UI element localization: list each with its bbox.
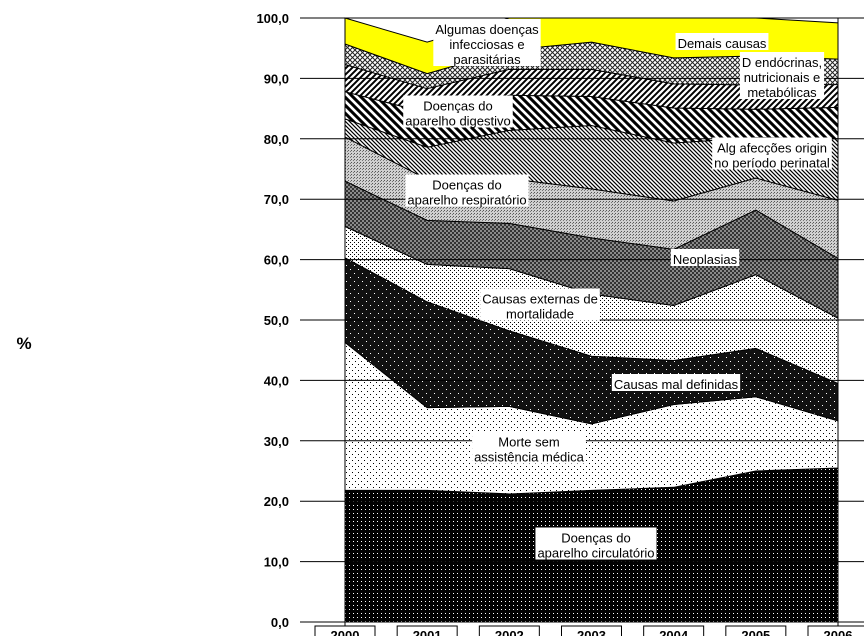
area-label-line: infecciosas e <box>449 37 524 52</box>
y-tick-label: 100,0 <box>256 11 289 26</box>
y-tick-label: 40,0 <box>264 373 289 388</box>
area-label-2: Causas mal definidas <box>611 374 741 392</box>
area-label-line: aparelho circulatório <box>537 546 654 561</box>
y-tick-label: 70,0 <box>264 192 289 207</box>
area-label-10: Demais causas <box>675 33 769 51</box>
area-label-line: Doenças do <box>423 99 492 114</box>
x-tick-label: 2004 <box>659 628 689 636</box>
x-tick-box <box>725 625 787 636</box>
area-label-line: Neoplasias <box>673 252 738 267</box>
x-tick-label: 2003 <box>577 628 606 636</box>
area-label-line: Demais causas <box>678 36 767 51</box>
area-label-background <box>403 95 513 128</box>
area-label-line: Alg afecções origin <box>717 141 827 156</box>
x-tick-label: 2000 <box>331 628 360 636</box>
x-tick-label: 2002 <box>495 628 524 636</box>
y-tick-label: 30,0 <box>264 434 289 449</box>
area-label-background <box>535 527 657 560</box>
y-tick-label: 20,0 <box>264 494 289 509</box>
x-tick-label: 2006 <box>824 628 853 636</box>
area-label-background <box>472 431 586 464</box>
x-tick-label: 2001 <box>413 628 442 636</box>
area-label-line: Doenças do <box>561 531 630 546</box>
area-label-line: nutricionais e <box>744 70 821 85</box>
area-label-line: metabólicas <box>747 85 817 100</box>
area-label-line: D endócrinas, <box>742 55 822 70</box>
x-tick-box <box>478 625 540 636</box>
x-tick-box <box>807 625 864 636</box>
y-axis-label: % <box>16 334 31 353</box>
x-tick-box <box>314 625 376 636</box>
y-tick-label: 50,0 <box>264 313 289 328</box>
x-tick-box <box>643 625 705 636</box>
x-tick-label: 2005 <box>741 628 770 636</box>
y-tick-label: 0,0 <box>271 615 289 630</box>
area-label-line: assistência médica <box>474 450 585 465</box>
area-label-line: parasitárias <box>453 52 521 67</box>
y-tick-label: 60,0 <box>264 253 289 268</box>
y-tick-label: 10,0 <box>264 555 289 570</box>
y-tick-label: 80,0 <box>264 132 289 147</box>
area-label-background <box>480 288 600 321</box>
x-tick-box <box>396 625 458 636</box>
area-label-4: Neoplasias <box>670 249 740 267</box>
area-label-line: no período perinatal <box>714 156 830 171</box>
area-label-background <box>739 52 825 99</box>
area-label-background <box>611 374 741 391</box>
area-label-background <box>433 19 541 66</box>
area-label-line: Causas mal definidas <box>614 377 739 392</box>
area-label-line: aparelho respiratório <box>407 193 526 208</box>
area-label-line: Morte sem <box>498 435 559 450</box>
area-label-line: Algumas doenças <box>435 22 539 37</box>
area-label-line: Causas externas de <box>482 292 598 307</box>
area-label-line: aparelho digestivo <box>405 114 511 129</box>
x-tick-box <box>561 625 622 636</box>
area-label-background <box>712 137 832 170</box>
area-label-background <box>670 249 740 266</box>
area-label-background <box>405 174 529 207</box>
area-label-line: mortalidade <box>506 307 574 322</box>
area-label-background <box>675 33 769 50</box>
y-tick-label: 90,0 <box>264 71 289 86</box>
area-label-line: Doenças do <box>432 178 501 193</box>
